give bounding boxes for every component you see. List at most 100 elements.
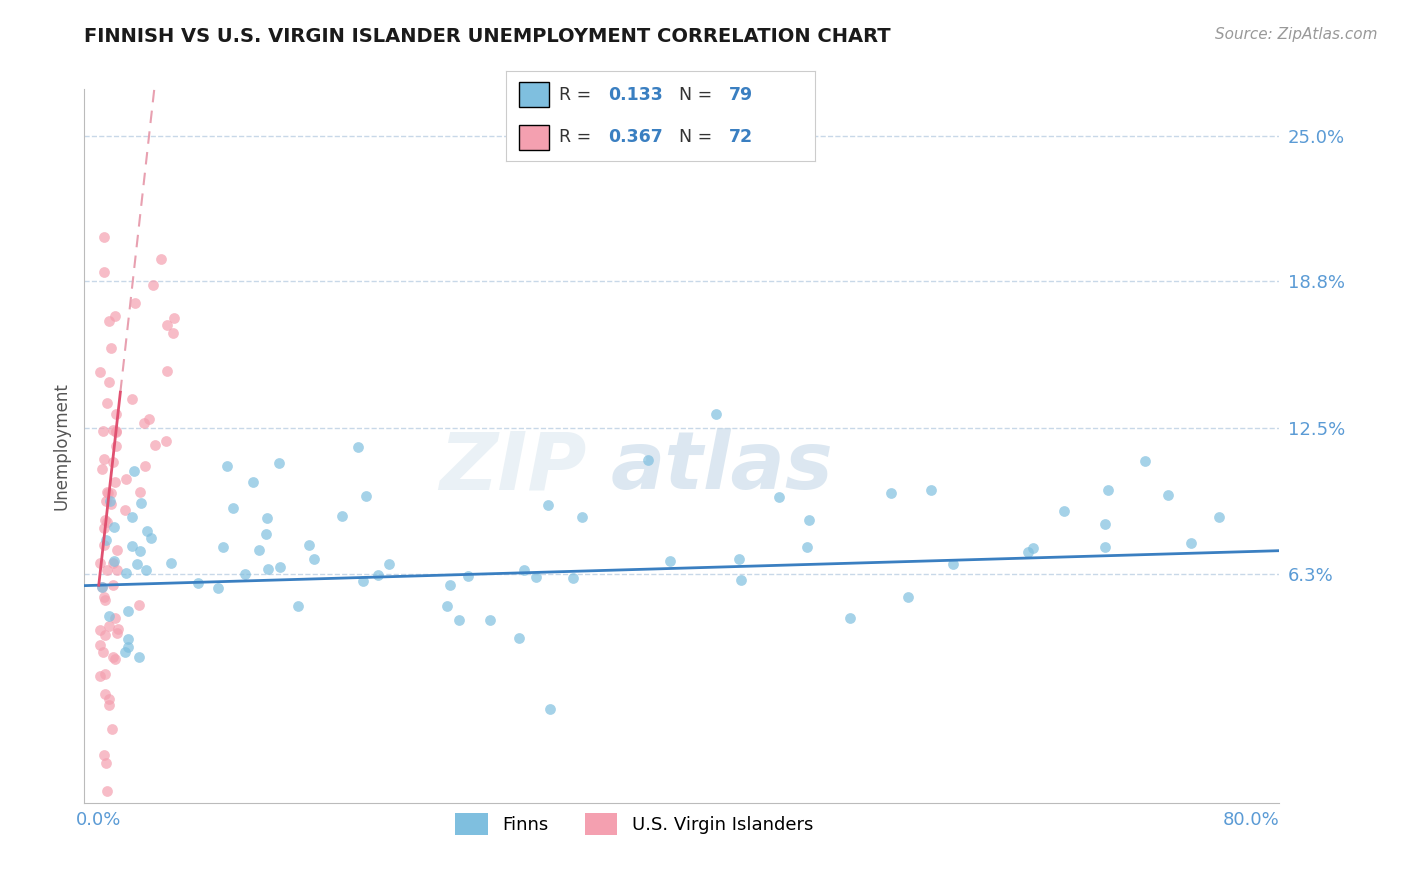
- Text: N =: N =: [679, 86, 718, 103]
- Point: [839, 611, 862, 625]
- Point: [150, 252, 173, 267]
- Point: [91, 425, 114, 439]
- Point: [104, 425, 127, 440]
- Point: [91, 580, 114, 594]
- Point: [94, 628, 117, 642]
- FancyBboxPatch shape: [519, 125, 550, 150]
- Y-axis label: Unemployment: Unemployment: [52, 382, 70, 510]
- Point: [538, 701, 561, 715]
- Point: [134, 458, 156, 473]
- Point: [347, 440, 370, 454]
- Point: [135, 524, 157, 538]
- Point: [93, 521, 115, 535]
- Point: [730, 574, 752, 588]
- Text: FINNISH VS U.S. VIRGIN ISLANDER UNEMPLOYMENT CORRELATION CHART: FINNISH VS U.S. VIRGIN ISLANDER UNEMPLOY…: [84, 27, 891, 45]
- Point: [897, 591, 920, 605]
- Point: [101, 722, 124, 736]
- Point: [163, 310, 186, 325]
- Point: [1180, 535, 1202, 549]
- Point: [1094, 540, 1116, 554]
- Point: [942, 557, 965, 571]
- Point: [439, 578, 461, 592]
- Point: [128, 649, 150, 664]
- Point: [571, 510, 593, 524]
- Point: [796, 541, 818, 555]
- Point: [242, 475, 264, 489]
- Point: [100, 486, 122, 500]
- Point: [107, 622, 129, 636]
- Point: [142, 278, 165, 293]
- Point: [121, 392, 143, 406]
- Point: [98, 609, 121, 624]
- Point: [1097, 483, 1119, 497]
- Point: [94, 687, 117, 701]
- Point: [105, 563, 128, 577]
- Point: [143, 438, 166, 452]
- Point: [91, 462, 114, 476]
- Point: [211, 540, 233, 554]
- Point: [479, 613, 502, 627]
- Text: N =: N =: [679, 128, 718, 146]
- Point: [104, 611, 127, 625]
- Point: [98, 692, 121, 706]
- Point: [287, 599, 309, 613]
- Point: [1022, 541, 1045, 556]
- Point: [121, 540, 143, 554]
- Point: [257, 562, 280, 576]
- Point: [160, 556, 183, 570]
- Point: [103, 554, 125, 568]
- Point: [103, 520, 125, 534]
- Point: [115, 472, 138, 486]
- Point: [93, 230, 115, 244]
- Point: [659, 553, 682, 567]
- Point: [93, 747, 115, 762]
- Point: [269, 560, 291, 574]
- Point: [187, 575, 209, 590]
- Point: [93, 538, 115, 552]
- Point: [768, 490, 790, 504]
- Point: [298, 538, 321, 552]
- Text: 0.133: 0.133: [609, 86, 664, 103]
- Point: [537, 498, 560, 512]
- Text: 79: 79: [728, 86, 754, 103]
- Point: [100, 341, 122, 355]
- Point: [114, 503, 136, 517]
- Point: [96, 784, 118, 798]
- Point: [124, 296, 146, 310]
- Point: [156, 364, 179, 378]
- Point: [117, 632, 139, 646]
- Point: [103, 652, 125, 666]
- Point: [267, 456, 290, 470]
- Point: [117, 604, 139, 618]
- Point: [139, 532, 162, 546]
- Point: [96, 563, 118, 577]
- Point: [727, 552, 749, 566]
- Point: [89, 623, 111, 637]
- Point: [89, 669, 111, 683]
- Point: [561, 571, 583, 585]
- Point: [457, 568, 479, 582]
- Point: [93, 590, 115, 604]
- Point: [94, 756, 117, 771]
- Point: [103, 556, 125, 570]
- Point: [105, 626, 128, 640]
- Text: 72: 72: [728, 128, 754, 146]
- Point: [114, 566, 136, 580]
- Point: [129, 544, 152, 558]
- Point: [98, 698, 121, 712]
- Point: [96, 396, 118, 410]
- Point: [1208, 510, 1230, 524]
- Point: [138, 411, 160, 425]
- Point: [352, 574, 374, 588]
- Point: [436, 599, 458, 613]
- Point: [1017, 545, 1039, 559]
- Point: [233, 566, 256, 581]
- Point: [637, 453, 659, 467]
- Point: [354, 489, 377, 503]
- Point: [101, 455, 124, 469]
- Point: [103, 649, 125, 664]
- Point: [134, 416, 156, 430]
- Point: [156, 318, 179, 333]
- Point: [94, 533, 117, 547]
- Point: [97, 313, 120, 327]
